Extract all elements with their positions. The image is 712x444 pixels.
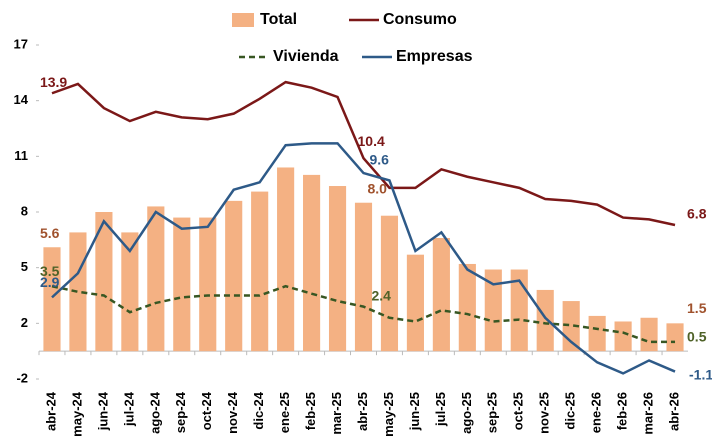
line (51, 284, 676, 344)
bar (354, 202, 373, 352)
x-tick-label: jun-24 (95, 391, 110, 431)
bar (640, 317, 658, 352)
bar (588, 315, 606, 352)
y-tick-label: 11 (14, 148, 28, 163)
y-tick-label: 5 (21, 259, 28, 274)
legend-label: Empresas (396, 48, 473, 65)
bar (173, 217, 191, 352)
x-tick-label: feb-25 (303, 392, 318, 430)
data-label: 5.6 (40, 225, 60, 241)
bar (536, 289, 554, 352)
y-tick-label: 17 (14, 36, 28, 51)
bar (458, 263, 476, 352)
x-tick-label: nov-24 (225, 391, 240, 434)
legend-swatch (232, 13, 254, 27)
bar (614, 321, 632, 352)
x-tick-label: sep-24 (173, 391, 188, 433)
x-tick-label: ene-26 (589, 392, 604, 433)
bar (95, 212, 113, 352)
y-tick-label: 8 (21, 203, 28, 218)
x-tick-label: may-24 (69, 391, 84, 437)
x-tick-label: ago-25 (459, 392, 474, 434)
y-tick-label: -2 (16, 370, 28, 385)
x-tick-label: jul-24 (121, 391, 136, 427)
bar (406, 254, 424, 352)
x-tick-label: jun-25 (407, 392, 422, 431)
bar (303, 174, 321, 352)
data-label: 10.4 (358, 133, 385, 149)
data-label: 3.5 (40, 263, 60, 279)
x-tick-label: dic-24 (251, 391, 266, 429)
line (51, 80, 676, 227)
bar (432, 237, 450, 352)
bar (43, 247, 61, 352)
bar (328, 186, 347, 352)
x-tick-label: mar-26 (640, 392, 655, 435)
bar (510, 269, 528, 352)
bar (251, 191, 269, 352)
legend-label: Total (260, 11, 297, 28)
data-label: 0.5 (687, 329, 707, 345)
data-label: 1.5 (687, 300, 707, 316)
bar (277, 167, 295, 352)
x-tick-label: nov-25 (537, 392, 552, 434)
x-tick-label: ago-24 (147, 391, 162, 434)
x-tick-label: feb-26 (615, 392, 630, 430)
x-tick-label: may-25 (381, 392, 396, 437)
x-tick-label: abr-25 (355, 392, 370, 431)
x-tick-label: oct-24 (199, 391, 214, 430)
x-tick-label: ene-25 (277, 392, 292, 433)
legend-label: Consumo (383, 11, 457, 28)
legend-label: Vivienda (273, 48, 339, 65)
data-label: 6.8 (687, 206, 707, 222)
bar (225, 200, 243, 352)
bar (121, 232, 139, 352)
x-tick-label: mar-25 (329, 392, 344, 435)
x-tick-label: sep-25 (485, 392, 500, 433)
x-tick-label: oct-25 (511, 392, 526, 430)
line (51, 142, 676, 375)
x-tick-label: abr-24 (43, 391, 58, 431)
x-tick-label: abr-26 (666, 392, 681, 431)
bar (199, 217, 217, 352)
data-label: 13.9 (40, 74, 67, 90)
data-label: 2.4 (372, 287, 392, 303)
y-tick-label: 2 (21, 315, 28, 330)
y-tick-label: 14 (14, 92, 29, 107)
data-label: -1.1 (689, 366, 712, 382)
data-label: 9.6 (370, 152, 390, 168)
x-tick-label: dic-25 (563, 392, 578, 430)
bar (484, 269, 502, 352)
bar (380, 215, 399, 352)
bar (666, 323, 684, 352)
x-tick-label: jul-25 (433, 392, 448, 427)
data-label: 8.0 (368, 180, 388, 196)
bar (147, 206, 165, 352)
data-label: 2.9 (40, 274, 60, 290)
